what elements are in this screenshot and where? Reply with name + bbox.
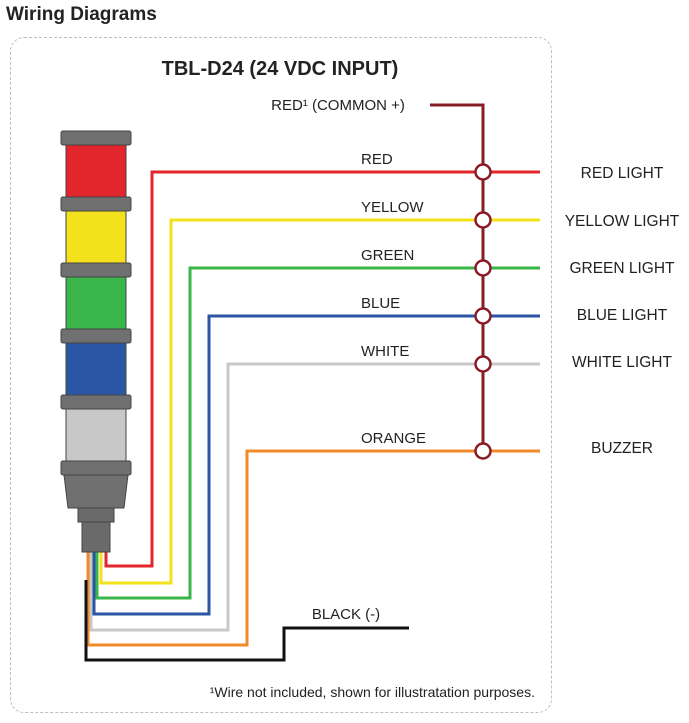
wire-yellow (99, 218, 540, 585)
output-label-yellow: YELLOW LIGHT (565, 213, 680, 230)
diagram-panel (10, 37, 552, 713)
junction-orange (474, 442, 492, 460)
tower-segment-red (65, 144, 127, 198)
page-title: Wiring Diagrams (6, 4, 157, 25)
output-label-red: RED LIGHT (581, 165, 664, 182)
junction-white (474, 355, 492, 373)
wire-green (95, 266, 540, 600)
common-wire-label: RED¹ (COMMON +) (271, 97, 405, 114)
common-wire (430, 103, 485, 455)
wire-white (89, 362, 540, 632)
tower-divider (60, 328, 132, 344)
junction-green (474, 259, 492, 277)
tower-light (60, 130, 132, 553)
tower-divider (60, 394, 132, 410)
black-wire-label: BLACK (-) (312, 606, 380, 623)
black-ground-wire (84, 580, 409, 662)
wire-orange (86, 449, 540, 647)
tower-divider (60, 196, 132, 212)
tower-segment-white (65, 408, 127, 462)
tower-segment-blue (65, 342, 127, 396)
tower-segment-green (65, 276, 127, 330)
diagram-title: TBL-D24 (24 VDC INPUT) (162, 58, 399, 80)
tower-segment-yellow (65, 210, 127, 264)
wire-label-blue: BLUE (361, 295, 400, 312)
output-label-white: WHITE LIGHT (572, 354, 672, 371)
output-label-orange: BUZZER (591, 440, 653, 457)
output-label-green: GREEN LIGHT (569, 260, 675, 277)
junction-blue (474, 307, 492, 325)
wire-red (104, 170, 540, 568)
wire-blue (92, 314, 540, 616)
tower-cable-gland (81, 521, 111, 553)
wire-label-red: RED (361, 151, 393, 168)
wire-label-yellow: YELLOW (361, 199, 424, 216)
tower-divider (60, 262, 132, 278)
output-label-blue: BLUE LIGHT (577, 307, 668, 324)
wire-label-green: GREEN (361, 247, 414, 264)
tower-base (63, 474, 129, 509)
wire-label-orange: ORANGE (361, 430, 426, 447)
tower-cap (60, 130, 132, 146)
tower-divider (60, 460, 132, 476)
wire-group: RED RED LIGHT YELLOW YELLOW LIGHT GREEN GREEN… (86, 151, 680, 647)
junction-red (474, 163, 492, 181)
wire-label-white: WHITE (361, 343, 409, 360)
tower-mount-collar (77, 507, 115, 523)
junction-yellow (474, 211, 492, 229)
footnote: ¹Wire not included, shown for illustrata… (210, 684, 535, 700)
